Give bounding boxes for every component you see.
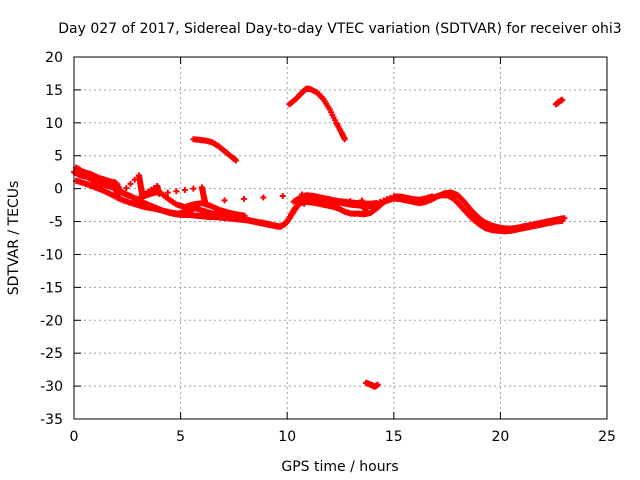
y-tick-label: -25 (40, 346, 63, 362)
data-point (127, 180, 134, 187)
data-point (240, 195, 247, 202)
y-tick-label: 0 (54, 182, 63, 198)
data-point (559, 217, 566, 224)
data-point (260, 194, 267, 201)
plot-frame (73, 56, 608, 420)
data-point (387, 194, 394, 201)
data-point (380, 197, 387, 204)
series-group (71, 85, 568, 390)
data-point (335, 198, 342, 205)
x-tick-label: 25 (598, 429, 616, 445)
y-tick-label: -35 (40, 412, 63, 428)
y-tick-label: -15 (40, 280, 63, 296)
data-point (324, 199, 331, 206)
x-tick-label: 0 (70, 429, 79, 445)
series-arc-main-a (71, 169, 568, 232)
y-axis-title: SDTVAR / TECUs (6, 181, 22, 296)
data-point (114, 193, 121, 200)
data-point (341, 136, 348, 143)
data-point (377, 198, 384, 205)
data-point (429, 193, 436, 200)
y-tick-label: -20 (40, 313, 63, 329)
data-point (559, 96, 566, 103)
y-tick-label: 10 (45, 116, 63, 132)
data-point (173, 188, 180, 195)
x-tick-labels: 0 5 10 15 20 25 (70, 429, 616, 445)
y-tick-label: -30 (40, 379, 63, 395)
data-point (181, 186, 188, 193)
y-tick-label: -10 (40, 247, 63, 263)
ticks-group (73, 56, 608, 420)
y-tick-label: -5 (49, 215, 63, 231)
series-arc-low (363, 379, 381, 390)
data-point (156, 190, 163, 197)
data-point (123, 185, 130, 192)
data-point (241, 212, 248, 219)
data-point (374, 381, 381, 388)
data-point (190, 185, 197, 192)
series-arc-high (286, 85, 348, 143)
data-point (164, 189, 171, 196)
data-point (221, 197, 228, 204)
series-arc-right-high (552, 96, 566, 108)
data-point (373, 200, 380, 207)
series-arc-mid-left (190, 136, 240, 164)
data-point (233, 157, 240, 164)
x-axis-title: GPS time / hours (281, 459, 398, 475)
x-tick-label: 15 (385, 429, 403, 445)
data-point (363, 209, 370, 216)
y-tick-labels: -35 -30 -25 -20 -15 -10 -5 0 5 10 15 20 (40, 50, 63, 428)
y-tick-label: 5 (54, 149, 63, 165)
x-tick-label: 10 (278, 429, 296, 445)
data-point (202, 198, 209, 205)
data-point (347, 198, 354, 205)
x-tick-label: 5 (176, 429, 185, 445)
y-tick-label: 20 (45, 50, 63, 66)
data-point (312, 200, 319, 207)
x-tick-label: 20 (491, 429, 509, 445)
series-arc-spikes (111, 172, 370, 216)
y-tick-label: 15 (45, 83, 63, 99)
data-point (383, 196, 390, 203)
chart-title: Day 027 of 2017, Sidereal Day-to-day VTE… (58, 21, 621, 37)
data-point (279, 193, 286, 200)
data-point (118, 189, 125, 196)
grid-group (74, 57, 607, 419)
data-point (301, 200, 308, 207)
